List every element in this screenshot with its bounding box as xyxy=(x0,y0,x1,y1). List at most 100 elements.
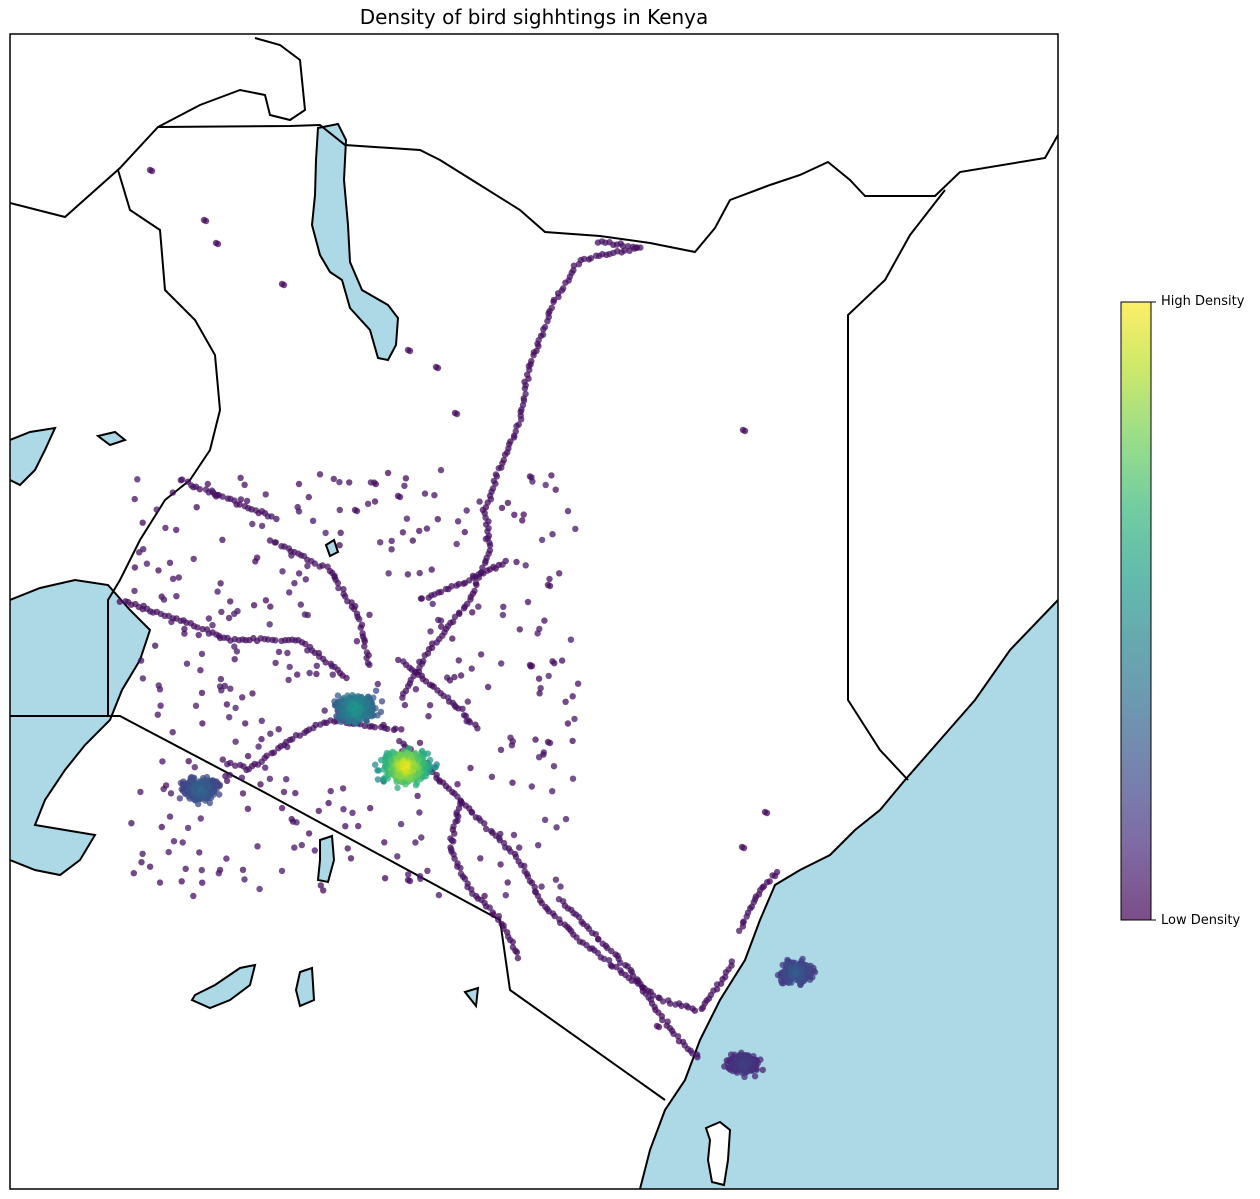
sighting-point xyxy=(146,863,154,870)
sighting-point xyxy=(173,526,180,534)
sighting-point xyxy=(156,879,164,886)
sighting-point xyxy=(526,366,533,374)
border-ethiopia-somalia xyxy=(847,189,946,781)
sighting-point xyxy=(363,718,370,725)
sighting-point xyxy=(155,682,162,689)
sighting-point xyxy=(140,602,147,609)
sighting-point xyxy=(191,764,198,771)
sighting-point xyxy=(334,579,342,587)
sighting-point xyxy=(461,528,468,536)
sighting-point xyxy=(266,621,273,628)
sighting-point xyxy=(158,823,165,831)
sighting-point xyxy=(490,911,497,918)
sighting-point xyxy=(311,847,318,854)
sighting-point xyxy=(448,583,455,590)
sighting-point xyxy=(381,839,388,846)
sighting-point xyxy=(631,245,638,252)
sighting-point xyxy=(238,774,246,781)
sighting-point xyxy=(278,804,286,812)
sighting-point xyxy=(558,657,566,664)
sighting-point xyxy=(315,807,322,815)
sighting-point xyxy=(766,878,773,885)
sighting-point xyxy=(482,535,490,543)
sighting-point xyxy=(555,293,562,301)
sighting-point xyxy=(337,529,344,536)
sighting-point xyxy=(475,571,482,578)
sighting-point xyxy=(521,862,528,870)
sighting-point xyxy=(331,572,338,579)
sighting-point xyxy=(286,589,293,596)
sighting-point xyxy=(266,775,274,782)
sighting-point xyxy=(143,560,151,567)
sighting-point xyxy=(199,879,206,886)
sighting-point xyxy=(535,754,543,761)
sighting-point xyxy=(340,586,347,593)
sighting-point xyxy=(232,762,239,769)
sighting-point xyxy=(131,587,138,595)
sighting-point xyxy=(556,570,563,577)
sighting-point xyxy=(262,764,269,771)
sighting-point xyxy=(294,671,301,678)
sighting-point xyxy=(399,761,406,768)
sighting-point xyxy=(262,491,269,498)
colorbar-low-label: Low Density xyxy=(1161,913,1241,928)
sighting-point xyxy=(221,682,228,690)
sighting-point xyxy=(540,326,547,333)
sighting-point xyxy=(428,566,435,573)
sighting-point xyxy=(349,809,356,816)
sighting-point xyxy=(128,820,135,827)
sighting-point xyxy=(336,542,343,549)
sighting-point xyxy=(426,702,434,709)
sighting-point xyxy=(166,559,174,566)
sighting-point xyxy=(424,867,431,874)
sighting-point xyxy=(396,493,404,501)
sighting-point xyxy=(184,824,192,832)
sighting-point xyxy=(336,478,343,486)
sighting-point xyxy=(239,866,247,873)
sighting-point xyxy=(244,805,252,812)
sighting-point xyxy=(237,761,244,769)
sighting-point xyxy=(463,718,470,725)
sighting-point xyxy=(292,789,299,797)
sighting-point xyxy=(557,883,564,890)
sighting-point xyxy=(198,689,206,697)
sighting-point xyxy=(167,790,175,797)
sighting-point xyxy=(200,792,207,799)
sighting-point xyxy=(659,998,667,1005)
sighting-point xyxy=(667,1000,674,1007)
sighting-point xyxy=(455,580,462,588)
sighting-point xyxy=(418,595,425,602)
sighting-point xyxy=(340,705,347,713)
sighting-point xyxy=(268,750,275,757)
sighting-point xyxy=(237,474,244,481)
sighting-point xyxy=(722,973,729,981)
sighting-point xyxy=(552,876,560,883)
sighting-point xyxy=(519,517,526,524)
sighting-point xyxy=(273,515,280,523)
sighting-point xyxy=(254,843,261,850)
sighting-point xyxy=(256,885,263,893)
sighting-point xyxy=(272,539,279,546)
sighting-point xyxy=(416,739,424,746)
sighting-point xyxy=(148,167,156,175)
sighting-point xyxy=(214,588,221,595)
sighting-point xyxy=(297,601,304,608)
sighting-point xyxy=(131,495,138,503)
country-borders xyxy=(10,37,1058,1101)
sighting-point xyxy=(794,977,801,984)
sighting-point xyxy=(258,735,265,743)
sighting-point xyxy=(409,753,416,761)
sighting-point xyxy=(541,617,548,624)
sighting-point xyxy=(223,777,231,785)
sighting-point xyxy=(217,634,224,642)
sighting-point xyxy=(431,492,438,499)
sighting-point xyxy=(390,726,398,734)
sighting-point xyxy=(592,931,599,938)
sighting-point xyxy=(545,672,552,680)
sighting-point xyxy=(344,845,351,852)
sighting-point xyxy=(190,787,197,795)
sighting-point xyxy=(423,525,431,532)
sighting-point xyxy=(354,709,361,717)
sighting-point xyxy=(243,497,251,505)
sighting-point xyxy=(415,757,422,764)
